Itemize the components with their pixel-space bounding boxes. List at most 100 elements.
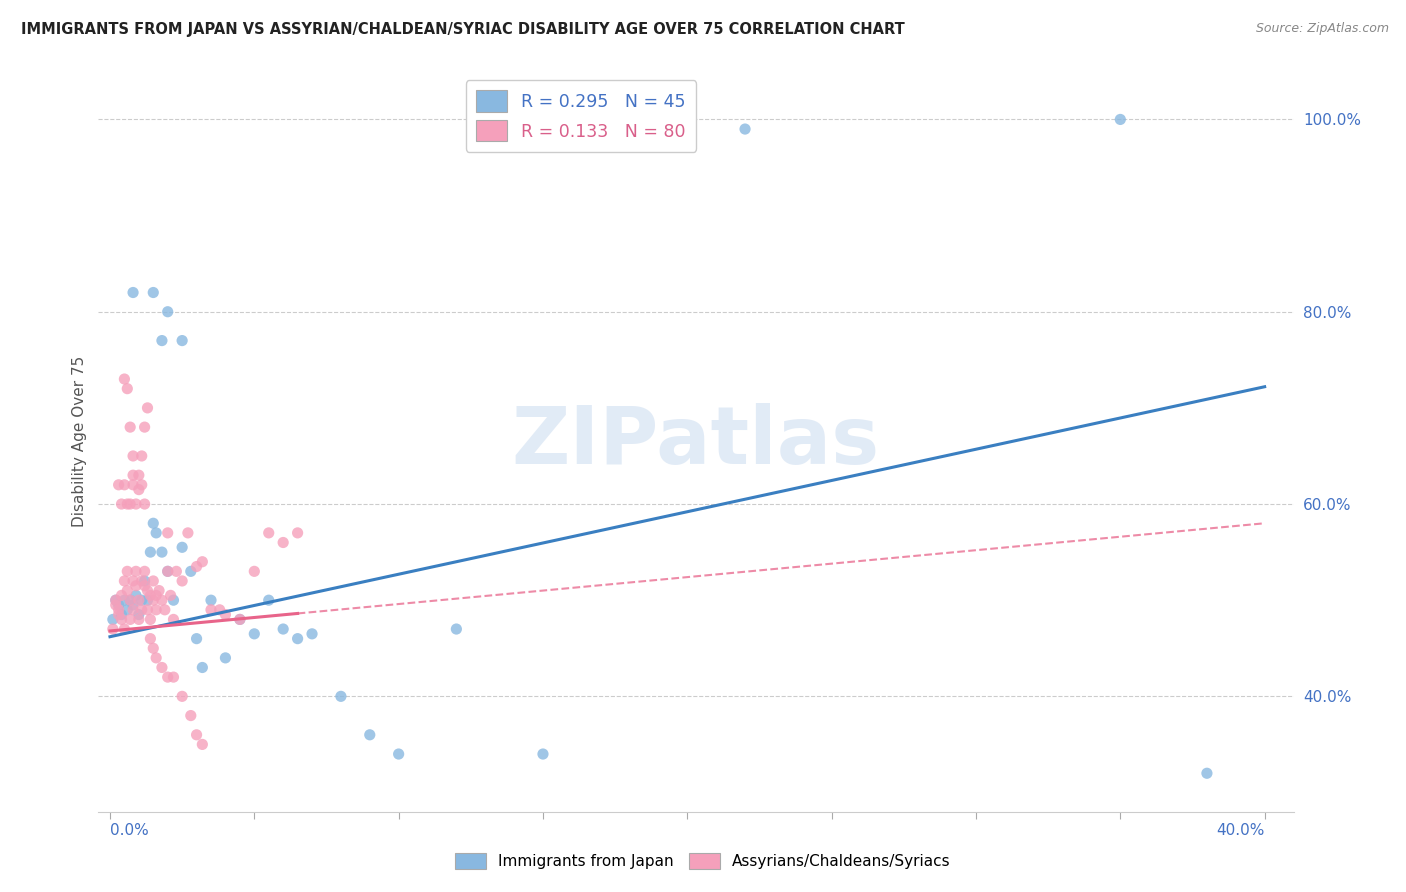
Point [531, 747, 554, 761]
Point [145, 651, 167, 665]
Text: ZIPatlas: ZIPatlas [512, 402, 880, 481]
Point [271, 622, 294, 636]
Point [257, 525, 280, 540]
Point [208, 603, 231, 617]
Point [229, 612, 252, 626]
Point [162, 593, 184, 607]
Point [139, 632, 162, 646]
Point [150, 593, 173, 607]
Point [229, 612, 252, 626]
Point [136, 583, 159, 598]
Point [117, 565, 139, 579]
Point [191, 660, 214, 674]
Point [134, 579, 156, 593]
Point [128, 593, 150, 607]
Point [186, 559, 208, 574]
Point [142, 641, 165, 656]
Point [134, 420, 156, 434]
Point [107, 478, 129, 492]
Point [104, 593, 127, 607]
Point [120, 420, 142, 434]
Point [1109, 112, 1132, 127]
Point [122, 574, 145, 588]
Point [110, 588, 132, 602]
Point [112, 372, 135, 386]
Point [136, 593, 159, 607]
Point [107, 603, 129, 617]
Point [156, 565, 179, 579]
Point [191, 555, 214, 569]
Point [150, 545, 173, 559]
Point [359, 728, 381, 742]
Point [117, 382, 139, 396]
Point [142, 593, 165, 607]
Point [104, 593, 127, 607]
Point [128, 607, 150, 622]
Point [214, 607, 236, 622]
Point [101, 612, 124, 626]
Point [186, 632, 208, 646]
Point [142, 574, 165, 588]
Point [162, 612, 184, 626]
Point [271, 535, 294, 549]
Point [446, 622, 468, 636]
Point [150, 660, 173, 674]
Point [191, 738, 214, 752]
Point [122, 449, 145, 463]
Point [200, 593, 222, 607]
Point [125, 579, 148, 593]
Point [134, 497, 156, 511]
Point [128, 468, 150, 483]
Point [172, 690, 194, 704]
Point [104, 598, 127, 612]
Point [734, 122, 756, 136]
Point [243, 627, 266, 641]
Point [125, 565, 148, 579]
Text: 0.0%: 0.0% [110, 823, 149, 838]
Point [125, 588, 148, 602]
Point [125, 497, 148, 511]
Point [107, 598, 129, 612]
Point [145, 588, 167, 602]
Point [287, 632, 309, 646]
Point [112, 593, 135, 607]
Point [200, 603, 222, 617]
Point [177, 525, 200, 540]
Point [117, 583, 139, 598]
Point [110, 612, 132, 626]
Point [159, 588, 181, 602]
Point [112, 622, 135, 636]
Point [180, 708, 202, 723]
Point [110, 607, 132, 622]
Point [148, 583, 170, 598]
Point [128, 483, 150, 497]
Point [122, 468, 145, 483]
Point [131, 449, 153, 463]
Point [287, 525, 309, 540]
Point [172, 334, 194, 348]
Point [142, 516, 165, 531]
Text: Source: ZipAtlas.com: Source: ZipAtlas.com [1256, 22, 1389, 36]
Legend: Immigrants from Japan, Assyrians/Chaldeans/Syriacs: Immigrants from Japan, Assyrians/Chaldea… [450, 847, 956, 875]
Point [122, 478, 145, 492]
Point [117, 497, 139, 511]
Text: 40.0%: 40.0% [1216, 823, 1264, 838]
Point [619, 122, 641, 136]
Point [142, 285, 165, 300]
Point [122, 603, 145, 617]
Point [131, 593, 153, 607]
Point [101, 622, 124, 636]
Point [112, 478, 135, 492]
Point [180, 565, 202, 579]
Point [122, 598, 145, 612]
Point [156, 565, 179, 579]
Point [153, 603, 176, 617]
Point [172, 574, 194, 588]
Point [136, 603, 159, 617]
Point [186, 728, 208, 742]
Point [388, 747, 411, 761]
Legend: R = 0.295   N = 45, R = 0.133   N = 80: R = 0.295 N = 45, R = 0.133 N = 80 [465, 80, 696, 152]
Point [120, 612, 142, 626]
Point [134, 574, 156, 588]
Point [214, 651, 236, 665]
